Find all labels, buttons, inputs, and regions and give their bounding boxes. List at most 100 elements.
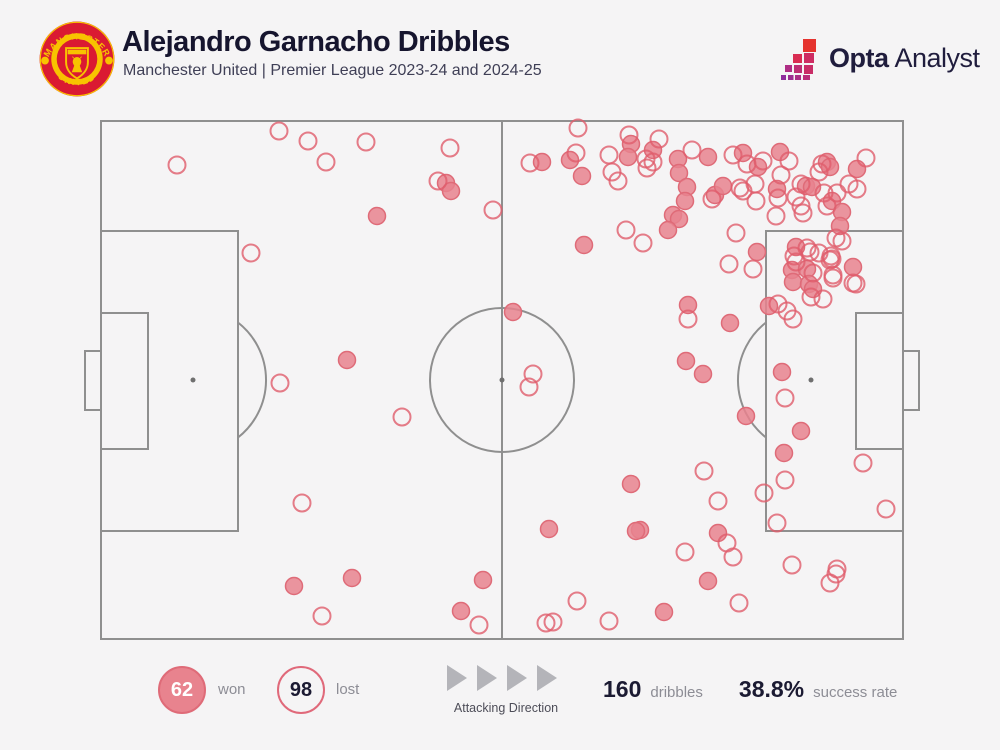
stats-row: 160 dribbles 38.8% success rate — [603, 676, 897, 703]
legend-won-circle: 62 — [158, 666, 206, 714]
pitch-spots — [190, 377, 814, 383]
dribble-dot-lost — [566, 143, 586, 163]
dribble-dot-lost — [820, 250, 840, 270]
dribble-dot-lost — [746, 191, 766, 211]
dribble-dot-lost — [316, 152, 336, 172]
dribble-dot-lost — [599, 611, 619, 631]
dribble-dot-won — [693, 364, 713, 384]
dribble-dot-lost — [708, 491, 728, 511]
dribble-dots-layer — [167, 118, 896, 635]
goal-right — [902, 350, 920, 411]
dribble-dot-lost — [800, 242, 820, 262]
dribble-dot-lost — [809, 243, 829, 263]
dribble-dot-lost — [832, 231, 852, 251]
badge-text-bottom: UNITED — [56, 71, 96, 87]
dribble-dot-lost — [519, 377, 539, 397]
dribble-dot-won — [772, 362, 792, 382]
dribble-dot-lost — [682, 140, 702, 160]
dribble-dot-lost — [767, 513, 787, 533]
dribble-dot-lost — [523, 364, 543, 384]
dribble-dot-won — [669, 209, 689, 229]
dribble-dot-lost — [793, 203, 813, 223]
dribble-dot-won — [451, 601, 471, 621]
page-subtitle: Manchester United | Premier League 2023-… — [123, 62, 542, 79]
dribble-dot-lost — [814, 183, 834, 203]
dribble-dot-lost — [440, 138, 460, 158]
dribble-dot-lost — [847, 179, 867, 199]
dribble-dot-won — [473, 570, 493, 590]
dribble-dot-lost — [812, 154, 832, 174]
penalty-spot-right — [808, 377, 814, 383]
dribble-dot-lost — [723, 145, 743, 165]
dribble-dot-lost — [356, 132, 376, 152]
dribble-dot-won — [626, 521, 646, 541]
dribble-dot-lost — [675, 542, 695, 562]
dribble-dot-won — [770, 142, 790, 162]
dribble-dot-lost — [768, 188, 788, 208]
dribble-dot-lost — [791, 196, 811, 216]
legend-won-value: 62 — [170, 678, 194, 701]
dribble-dot-lost — [298, 131, 318, 151]
dribble-dot-lost — [801, 287, 821, 307]
dribble-dot-lost — [779, 151, 799, 171]
dribble-dot-won — [574, 235, 594, 255]
legend-lost-value: 98 — [289, 678, 313, 701]
dribble-dot-lost — [469, 615, 489, 635]
dribble-dot-lost — [843, 273, 863, 293]
dribble-dot-lost — [719, 254, 739, 274]
dribble-dot-lost — [876, 499, 896, 519]
dribble-dot-lost — [269, 121, 289, 141]
opta-logo-text-bold: Opta — [829, 42, 889, 73]
penalty-box-left — [100, 230, 239, 532]
dribble-dot-lost — [633, 233, 653, 253]
dribble-dot-lost — [733, 181, 753, 201]
dribble-dot-won — [441, 181, 461, 201]
dribble-dot-lost — [619, 125, 639, 145]
six-yard-box-right — [855, 312, 904, 450]
dribble-dot-lost — [729, 593, 749, 613]
legend-lost-label: lost — [336, 681, 360, 698]
badge-football-left — [41, 56, 49, 65]
dribble-dot-lost — [820, 573, 840, 593]
dribble-dot-won — [337, 350, 357, 370]
dribble-dot-won — [676, 351, 696, 371]
dribble-dot-won — [736, 406, 756, 426]
dribble-dot-lost — [694, 461, 714, 481]
dribble-dot-won — [669, 163, 689, 183]
dribble-dot-lost — [616, 220, 636, 240]
opta-logo-text-regular: Analyst — [894, 42, 981, 73]
dribble-dot-lost — [567, 591, 587, 611]
dribble-dot-lost — [312, 606, 332, 626]
dribble-dot-lost — [782, 555, 802, 575]
legend-won-label: won — [218, 681, 246, 698]
dribble-dot-won — [698, 147, 718, 167]
dribble-dot-won — [747, 242, 767, 262]
dribble-dot-lost — [520, 153, 540, 173]
dribble-dot-lost — [771, 165, 791, 185]
svg-text:UNITED: UNITED — [56, 71, 98, 87]
goal-left — [84, 350, 102, 411]
dribble-dot-won — [678, 295, 698, 315]
penalty-spot-left — [190, 377, 196, 383]
dribble-dot-won — [342, 568, 362, 588]
dribble-dot-lost — [643, 152, 663, 172]
dribble-dot-won — [654, 602, 674, 622]
dribble-dot-lost — [856, 148, 876, 168]
dribble-dot-won — [284, 576, 304, 596]
attacking-direction-label: Attacking Direction — [453, 701, 559, 715]
dribbles-total-value: 160 — [603, 676, 642, 702]
dribble-dot-lost — [637, 158, 657, 178]
page-title: Alejandro Garnacho Dribbles — [122, 26, 510, 58]
arrow-right-icon — [507, 665, 527, 691]
dribble-dot-lost — [241, 243, 261, 263]
dribble-dot-won — [708, 523, 728, 543]
dribble-dot-won — [621, 474, 641, 494]
dribble-dot-lost — [678, 309, 698, 329]
dribble-dot-lost — [754, 483, 774, 503]
dribble-dot-won — [367, 206, 387, 226]
badge-devil-icon — [71, 56, 83, 73]
dribble-dot-lost — [743, 259, 763, 279]
dribble-dot-won — [791, 421, 811, 441]
